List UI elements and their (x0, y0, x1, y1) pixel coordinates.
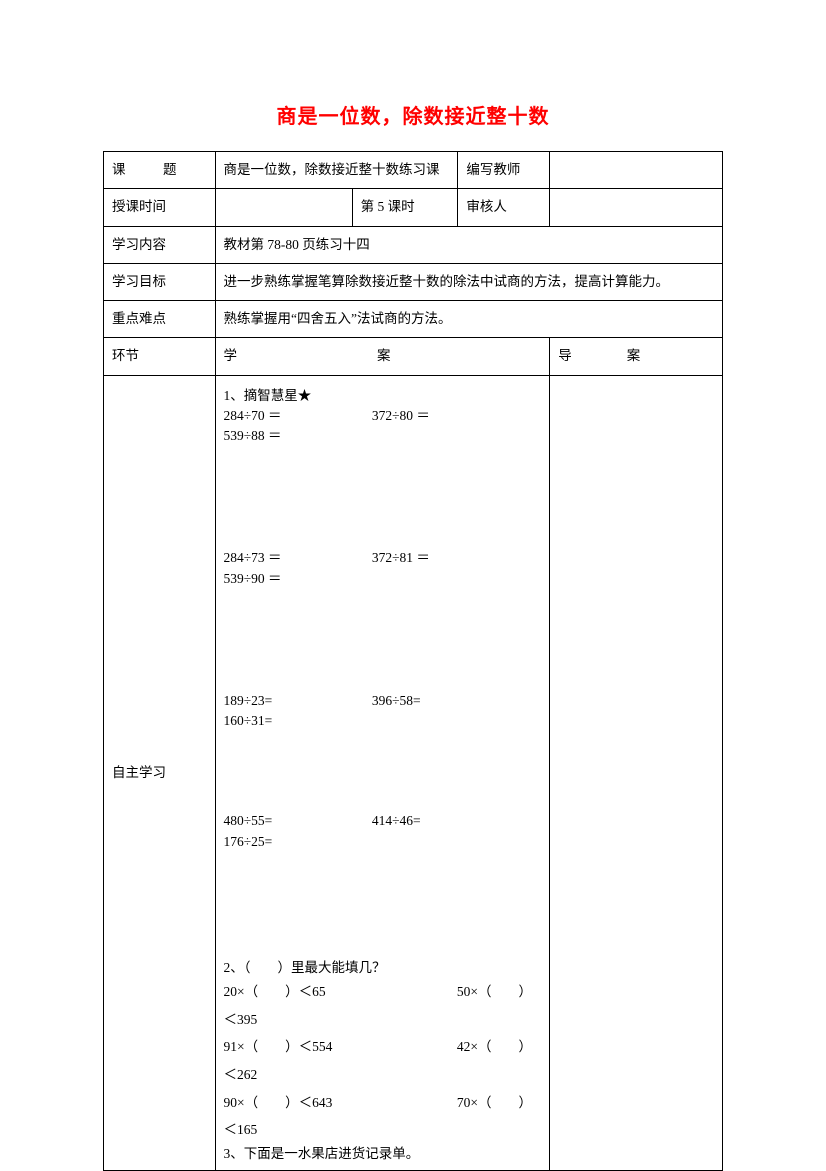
label-self-study: 自主学习 (104, 375, 216, 1171)
exercise-content: 1、摘智慧星★ 284÷70 ＝ 372÷80 ＝ 539÷88 ＝ 284÷7… (215, 375, 550, 1171)
value-time (215, 189, 352, 226)
row-time: 授课时间 第 5 课时 审核人 (104, 189, 723, 226)
value-teacher (550, 152, 723, 189)
problem: 372÷80 ＝ (372, 406, 517, 426)
row-content: 学习内容 教材第 78-80 页练习十四 (104, 226, 723, 263)
problem: 414÷46= (372, 811, 517, 831)
problem: 284÷73 ＝ (224, 548, 369, 568)
problem: 160÷31= (224, 711, 273, 731)
lesson-plan-table: 课 题 商是一位数，除数接近整十数练习课 编写教师 授课时间 第 5 课时 审核… (103, 151, 723, 1171)
fill-item: 20×（ ）＜65 (224, 978, 454, 1006)
value-reviewer (550, 189, 723, 226)
fill-row: 90×（ ）＜643 70×（ ）＜165 (224, 1089, 542, 1144)
label-topic: 课 题 (104, 152, 216, 189)
problem: 396÷58= (372, 691, 517, 711)
label-dao-an: 导案 (550, 338, 723, 375)
problem-row: 284÷73 ＝ 372÷81 ＝ 539÷90 ＝ (224, 548, 542, 589)
label-goal: 学习目标 (104, 263, 216, 300)
problem: 372÷81 ＝ (372, 548, 517, 568)
value-period: 第 5 课时 (352, 189, 458, 226)
problem: 480÷55= (224, 811, 369, 831)
problem-row: 480÷55= 414÷46= 176÷25= (224, 811, 542, 852)
fill-item: 91×（ ）＜554 (224, 1033, 454, 1061)
workspace-gap (224, 450, 542, 548)
label-teacher: 编写教师 (458, 152, 550, 189)
q2-title: 2、（ ）里最大能填几？ (224, 958, 542, 978)
label-phase: 环节 (104, 338, 216, 375)
label-study-content: 学习内容 (104, 226, 216, 263)
row-keypoint: 重点难点 熟练掌握用“四舍五入”法试商的方法。 (104, 301, 723, 338)
workspace-gap (224, 593, 542, 691)
value-keypoint: 熟练掌握用“四舍五入”法试商的方法。 (215, 301, 723, 338)
page: 商是一位数，除数接近整十数 课 题 商是一位数，除数接近整十数练习课 编写教师 … (0, 0, 826, 1171)
problem: 284÷70 ＝ (224, 406, 369, 426)
label-reviewer: 审核人 (458, 189, 550, 226)
q1-title: 1、摘智慧星★ (224, 386, 542, 406)
value-study-content: 教材第 78-80 页练习十四 (215, 226, 723, 263)
value-goal: 进一步熟练掌握笔算除数接近整十数的除法中试商的方法，提高计算能力。 (215, 263, 723, 300)
label-keypoint: 重点难点 (104, 301, 216, 338)
label-xue-an: 学案 (215, 338, 550, 375)
problem: 539÷90 ＝ (224, 569, 282, 589)
row-topic: 课 题 商是一位数，除数接近整十数练习课 编写教师 (104, 152, 723, 189)
page-title: 商是一位数，除数接近整十数 (103, 100, 723, 129)
workspace-gap (224, 735, 542, 811)
fill-row: 20×（ ）＜65 50×（ ）＜395 (224, 978, 542, 1033)
fill-row: 91×（ ）＜554 42×（ ）＜262 (224, 1033, 542, 1088)
workspace-gap (224, 856, 542, 958)
problem: 539÷88 ＝ (224, 426, 282, 446)
problem-row: 284÷70 ＝ 372÷80 ＝ 539÷88 ＝ (224, 406, 542, 447)
row-section-header: 环节 学案 导案 (104, 338, 723, 375)
row-self-study: 自主学习 1、摘智慧星★ 284÷70 ＝ 372÷80 ＝ 539÷88 ＝ … (104, 375, 723, 1171)
fill-item: 90×（ ）＜643 (224, 1089, 454, 1117)
problem: 189÷23= (224, 691, 369, 711)
problem-row: 189÷23= 396÷58= 160÷31= (224, 691, 542, 732)
q3-title: 3、下面是一水果店进货记录单。 (224, 1144, 542, 1164)
row-goal: 学习目标 进一步熟练掌握笔算除数接近整十数的除法中试商的方法，提高计算能力。 (104, 263, 723, 300)
label-time: 授课时间 (104, 189, 216, 226)
guide-content (550, 375, 723, 1171)
value-topic: 商是一位数，除数接近整十数练习课 (215, 152, 458, 189)
problem: 176÷25= (224, 832, 273, 852)
